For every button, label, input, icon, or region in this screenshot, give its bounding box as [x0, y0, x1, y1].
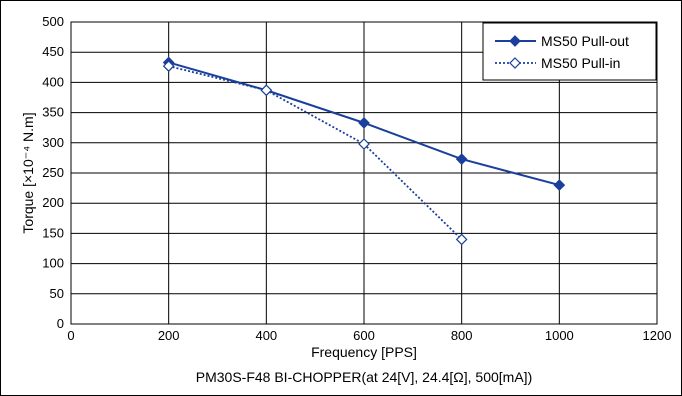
- data-point: [260, 84, 273, 97]
- x-tick-label: 200: [158, 328, 180, 343]
- legend-label: MS50 Pull-in: [541, 55, 620, 71]
- y-tick-label: 500: [42, 14, 64, 29]
- data-point: [358, 138, 370, 150]
- data-point: [553, 179, 566, 191]
- y-axis-title: Torque [×10⁻⁴ N.m]: [20, 112, 36, 233]
- y-tick-label: 150: [42, 225, 64, 240]
- series-group: [162, 56, 566, 246]
- x-tick-label: 800: [451, 328, 473, 343]
- x-tick-label: 1200: [643, 328, 672, 343]
- x-axis-ticks: 0 200 400 600 800 1000 1200: [67, 328, 671, 343]
- chart-caption: PM30S-F48 BI-CHOPPER(at 24[V], 24.4[Ω], …: [196, 369, 532, 385]
- x-tick-label: 600: [353, 328, 375, 343]
- y-tick-label: 100: [42, 256, 64, 271]
- y-tick-label: 250: [42, 165, 64, 180]
- data-point: [455, 233, 468, 246]
- y-tick-label: 350: [42, 105, 64, 120]
- legend: MS50 Pull-out MS50 Pull-in: [482, 22, 657, 81]
- legend-marker: [509, 57, 521, 69]
- x-axis-title: Frequency [PPS]: [311, 344, 417, 360]
- x-tick-label: 1000: [545, 328, 574, 343]
- x-tick-label: 0: [67, 328, 74, 343]
- legend-marker: [509, 35, 521, 47]
- y-tick-label: 50: [50, 286, 64, 301]
- y-tick-label: 0: [57, 316, 64, 331]
- y-tick-label: 300: [42, 135, 64, 150]
- data-point: [162, 60, 175, 72]
- x-tick-label: 400: [255, 328, 277, 343]
- y-tick-label: 200: [42, 195, 64, 210]
- y-axis-ticks: 0 50 100 150 200 250 300 350 400 450 500: [42, 14, 64, 331]
- legend-label: MS50 Pull-out: [541, 33, 629, 49]
- data-point: [358, 117, 370, 129]
- y-tick-label: 450: [42, 44, 64, 59]
- y-tick-label: 400: [42, 74, 64, 89]
- legend-box: [482, 22, 657, 81]
- series-line-1: [168, 65, 463, 241]
- plot-area: [70, 21, 658, 325]
- data-point: [455, 153, 468, 165]
